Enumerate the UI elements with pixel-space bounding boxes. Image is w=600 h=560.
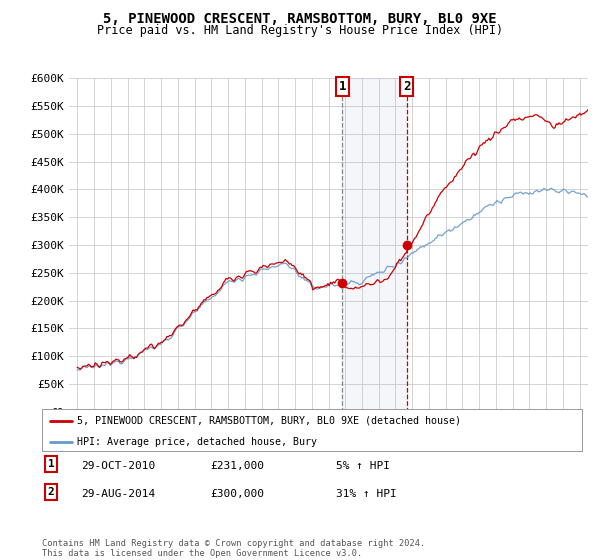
Text: 1: 1 — [338, 80, 346, 93]
Text: £300,000: £300,000 — [210, 489, 264, 499]
Text: 2: 2 — [47, 487, 55, 497]
Text: 29-OCT-2010: 29-OCT-2010 — [81, 461, 155, 471]
Text: 5, PINEWOOD CRESCENT, RAMSBOTTOM, BURY, BL0 9XE: 5, PINEWOOD CRESCENT, RAMSBOTTOM, BURY, … — [103, 12, 497, 26]
Text: 29-AUG-2014: 29-AUG-2014 — [81, 489, 155, 499]
Text: Contains HM Land Registry data © Crown copyright and database right 2024.
This d: Contains HM Land Registry data © Crown c… — [42, 539, 425, 558]
Text: 5% ↑ HPI: 5% ↑ HPI — [336, 461, 390, 471]
Bar — [343, 78, 407, 412]
Text: 2: 2 — [403, 80, 410, 93]
Text: £231,000: £231,000 — [210, 461, 264, 471]
Text: 1: 1 — [47, 459, 55, 469]
Text: 31% ↑ HPI: 31% ↑ HPI — [336, 489, 397, 499]
Text: 5, PINEWOOD CRESCENT, RAMSBOTTOM, BURY, BL0 9XE (detached house): 5, PINEWOOD CRESCENT, RAMSBOTTOM, BURY, … — [77, 416, 461, 426]
Text: Price paid vs. HM Land Registry's House Price Index (HPI): Price paid vs. HM Land Registry's House … — [97, 24, 503, 37]
Text: HPI: Average price, detached house, Bury: HPI: Average price, detached house, Bury — [77, 437, 317, 446]
